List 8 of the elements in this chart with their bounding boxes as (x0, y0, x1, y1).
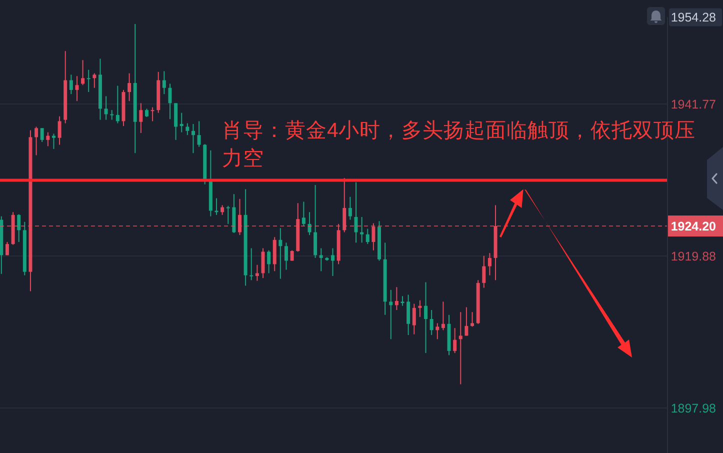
y-tick-label: 1919.88 (670, 250, 716, 264)
note: 肖导：黄金4小时，多头扬起面临触顶，依托双顶压力空 (222, 119, 696, 170)
y-tick-label: 1954.28 (669, 8, 722, 26)
y-tick-label: 1897.98 (670, 402, 716, 416)
ref-line-label: 1924.20 (668, 216, 723, 236)
y-tick-label: 1954.28 (670, 10, 716, 25)
ref-line-label: 1924.20 (670, 220, 716, 234)
y-tick-label: 1941.77 (670, 98, 716, 112)
